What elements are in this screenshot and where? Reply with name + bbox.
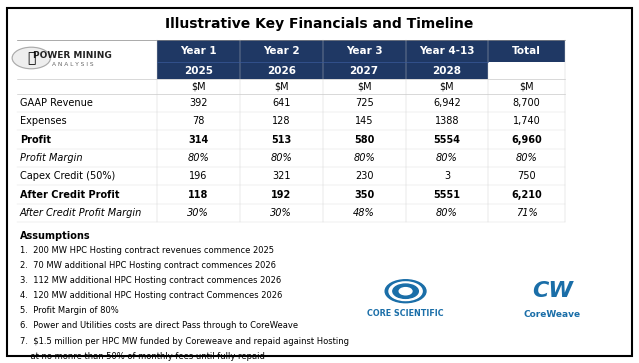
Text: 2.  70 MW additional HPC Hosting contract commences 2026: 2. 70 MW additional HPC Hosting contract…	[20, 261, 276, 270]
Bar	[323, 62, 406, 79]
Text: Capex Credit (50%): Capex Credit (50%)	[20, 171, 115, 181]
Circle shape	[389, 282, 422, 301]
Text: 196: 196	[189, 171, 208, 181]
Circle shape	[393, 284, 419, 298]
Text: After Credit Profit Margin: After Credit Profit Margin	[20, 208, 142, 218]
Text: 78: 78	[192, 116, 204, 126]
Bar	[323, 40, 406, 62]
Bar	[240, 62, 323, 79]
Text: 230: 230	[355, 171, 373, 181]
Text: 80%: 80%	[187, 153, 209, 163]
Text: Illustrative Key Financials and Timeline: Illustrative Key Financials and Timeline	[166, 17, 473, 31]
Text: Year 2: Year 2	[263, 46, 300, 56]
Text: CORE SCIENTIFIC: CORE SCIENTIFIC	[367, 309, 444, 318]
Text: 6,942: 6,942	[433, 98, 461, 108]
Bar	[157, 62, 240, 79]
Text: 80%: 80%	[436, 208, 458, 218]
Text: 2026: 2026	[266, 65, 296, 76]
Text: 80%: 80%	[436, 153, 458, 163]
Text: 5554: 5554	[433, 135, 461, 144]
Text: 725: 725	[355, 98, 374, 108]
Text: 80%: 80%	[353, 153, 375, 163]
Text: Profit: Profit	[20, 135, 51, 144]
Text: 3: 3	[444, 171, 450, 181]
Bar	[406, 62, 488, 79]
Text: 6.  Power and Utilities costs are direct Pass through to CoreWeave: 6. Power and Utilities costs are direct …	[20, 322, 298, 330]
Text: Profit Margin: Profit Margin	[20, 153, 82, 163]
Text: 30%: 30%	[187, 208, 209, 218]
Text: 7.  $1.5 million per HPC MW funded by Coreweave and repaid against Hosting: 7. $1.5 million per HPC MW funded by Cor…	[20, 337, 349, 346]
Text: A N A L Y S I S: A N A L Y S I S	[52, 62, 93, 66]
Text: CW: CW	[532, 281, 573, 301]
Text: 314: 314	[189, 135, 208, 144]
Text: $M: $M	[520, 82, 534, 91]
Text: 2025: 2025	[184, 65, 213, 76]
Text: 71%: 71%	[516, 208, 537, 218]
Text: 192: 192	[271, 189, 291, 200]
Text: 30%: 30%	[270, 208, 292, 218]
Text: at no monre than 50% of monthly fees until fully repaid: at no monre than 50% of monthly fees unt…	[20, 352, 265, 360]
Circle shape	[12, 47, 50, 69]
Text: 350: 350	[354, 189, 374, 200]
Text: 580: 580	[354, 135, 374, 144]
Text: $M: $M	[440, 82, 454, 91]
Text: $M: $M	[357, 82, 371, 91]
Text: 80%: 80%	[516, 153, 537, 163]
Text: 2028: 2028	[433, 65, 461, 76]
Text: $M: $M	[274, 82, 289, 91]
Text: CoreWeave: CoreWeave	[524, 310, 581, 319]
Bar	[157, 40, 240, 62]
Text: Assumptions: Assumptions	[20, 231, 91, 241]
Text: Total: Total	[512, 46, 541, 56]
Text: 513: 513	[271, 135, 291, 144]
Text: Year 1: Year 1	[180, 46, 217, 56]
Circle shape	[385, 280, 426, 303]
Text: 2027: 2027	[350, 65, 379, 76]
Text: Year 3: Year 3	[346, 46, 383, 56]
Text: 6,960: 6,960	[511, 135, 542, 144]
Text: 48%: 48%	[353, 208, 375, 218]
Circle shape	[399, 287, 412, 295]
Bar	[488, 40, 565, 62]
Text: $M: $M	[191, 82, 206, 91]
Text: Year 4-13: Year 4-13	[419, 46, 475, 56]
Text: 1388: 1388	[435, 116, 459, 126]
Text: 750: 750	[518, 171, 536, 181]
Text: GAAP Revenue: GAAP Revenue	[20, 98, 93, 108]
Text: 145: 145	[355, 116, 373, 126]
Text: 4.  120 MW additional HPC Hosting contract Commences 2026: 4. 120 MW additional HPC Hosting contrac…	[20, 291, 282, 300]
Text: 118: 118	[188, 189, 208, 200]
Text: 8,700: 8,700	[513, 98, 541, 108]
Text: After Credit Profit: After Credit Profit	[20, 189, 119, 200]
Text: 🦁: 🦁	[27, 51, 36, 65]
Text: 5.  Profit Margin of 80%: 5. Profit Margin of 80%	[20, 306, 119, 315]
Text: 80%: 80%	[270, 153, 292, 163]
Text: 321: 321	[272, 171, 291, 181]
Text: 1,740: 1,740	[513, 116, 541, 126]
Bar	[406, 40, 488, 62]
Text: 1.  200 MW HPC Hosting contract revenues commence 2025: 1. 200 MW HPC Hosting contract revenues …	[20, 246, 274, 255]
Bar	[240, 40, 323, 62]
Text: 128: 128	[272, 116, 291, 126]
Text: POWER MINING: POWER MINING	[33, 51, 112, 60]
Text: Expenses: Expenses	[20, 116, 66, 126]
Text: 641: 641	[272, 98, 291, 108]
Text: 3.  112 MW additional HPC Hosting contract commences 2026: 3. 112 MW additional HPC Hosting contrac…	[20, 276, 281, 285]
Text: 6,210: 6,210	[511, 189, 542, 200]
Text: 392: 392	[189, 98, 208, 108]
Text: 5551: 5551	[433, 189, 461, 200]
